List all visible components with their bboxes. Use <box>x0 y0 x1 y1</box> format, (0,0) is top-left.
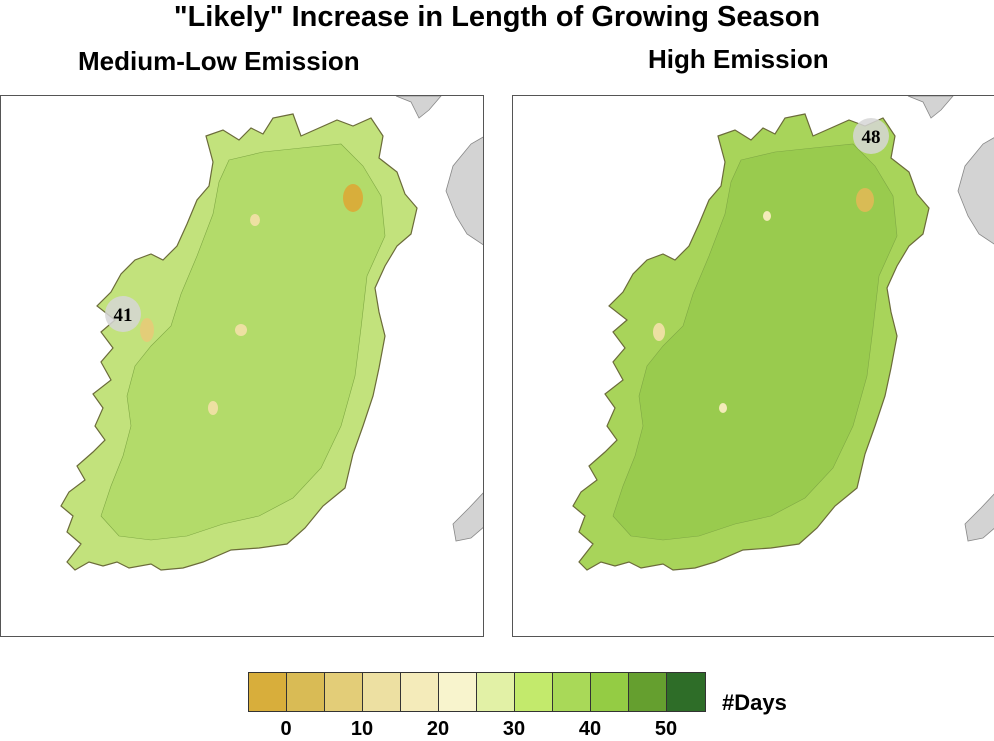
ireland-inner-zone <box>100 143 386 541</box>
legend-swatch <box>553 673 591 711</box>
neighbor-land-britain <box>907 96 994 542</box>
legend-unit-label: #Days <box>722 690 787 715</box>
legend-swatch <box>515 673 553 711</box>
legend-tick-label: 50 <box>654 718 678 740</box>
map-title: "Likely" Increase in Length of Growing S… <box>173 1 821 33</box>
legend-swatch <box>629 673 667 711</box>
hotspot-west <box>140 318 154 342</box>
legend-swatch <box>249 673 287 711</box>
legend-swatch <box>401 673 439 711</box>
map-canvas-medium-low: 41 <box>60 96 483 571</box>
max-value-label: 48 <box>862 127 881 148</box>
legend-tick-label: 0 <box>280 718 292 740</box>
hotspot-south <box>719 403 727 413</box>
max-value-label: 41 <box>114 305 133 326</box>
ireland-inner-zone <box>612 143 898 541</box>
legend-tick-label: 30 <box>502 718 526 740</box>
hotspot-small <box>250 214 260 226</box>
legend-swatch <box>287 673 325 711</box>
legend-tick-label: 20 <box>426 718 450 740</box>
map-panel-medium-low: 41 <box>0 95 484 637</box>
legend-swatch <box>667 673 705 711</box>
hotspot-north <box>343 184 363 212</box>
legend-swatch <box>363 673 401 711</box>
legend-swatch <box>477 673 515 711</box>
hotspot-south <box>208 401 218 415</box>
neighbor-land-britain <box>395 96 483 542</box>
max-value-marker <box>105 296 141 332</box>
hotspot-west <box>653 323 665 341</box>
map-canvas-high: 48 <box>572 96 994 571</box>
legend-tick-label: 10 <box>350 718 374 740</box>
panel-title-high: High Emission <box>648 44 829 74</box>
legend-swatch <box>439 673 477 711</box>
legend-swatch <box>325 673 363 711</box>
hotspot-small <box>763 211 771 221</box>
panel-title-medium-low: Medium-Low Emission <box>78 46 360 76</box>
max-value-marker <box>853 118 889 154</box>
hotspot-north <box>856 188 874 212</box>
legend-swatch <box>591 673 629 711</box>
hotspot-mid <box>235 324 247 336</box>
legend-tick-label: 40 <box>578 718 602 740</box>
color-legend <box>248 672 706 712</box>
map-panel-high: 48 <box>512 95 994 637</box>
